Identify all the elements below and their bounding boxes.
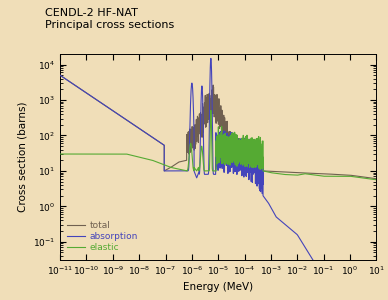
elastic	[240, 162, 245, 165]
total	[360, 175, 365, 179]
absorption	[228, 154, 232, 158]
Line: absorption: absorption	[60, 58, 376, 300]
absorption	[247, 137, 251, 141]
Line: total: total	[60, 75, 376, 179]
total	[214, 94, 219, 98]
Line: elastic: elastic	[60, 110, 376, 180]
total	[58, 74, 62, 77]
elastic	[219, 134, 223, 138]
elastic	[58, 152, 62, 156]
elastic	[208, 109, 213, 112]
elastic	[374, 178, 379, 181]
elastic	[321, 174, 326, 178]
total	[240, 150, 244, 154]
total	[262, 169, 266, 173]
absorption	[243, 172, 248, 176]
elastic	[367, 177, 372, 181]
Text: CENDL-2 HF-NAT: CENDL-2 HF-NAT	[45, 8, 137, 17]
X-axis label: Energy (MeV): Energy (MeV)	[183, 282, 253, 292]
absorption	[202, 169, 206, 173]
elastic	[239, 159, 244, 162]
Text: Principal cross sections: Principal cross sections	[45, 20, 174, 29]
Y-axis label: Cross section (barns): Cross section (barns)	[17, 101, 28, 212]
absorption	[210, 144, 215, 148]
total	[217, 117, 222, 121]
Legend: total, absorption, elastic: total, absorption, elastic	[65, 218, 141, 255]
elastic	[242, 162, 247, 165]
total	[374, 177, 379, 181]
absorption	[208, 57, 213, 60]
total	[232, 137, 237, 141]
absorption	[308, 254, 313, 258]
absorption	[58, 74, 62, 77]
